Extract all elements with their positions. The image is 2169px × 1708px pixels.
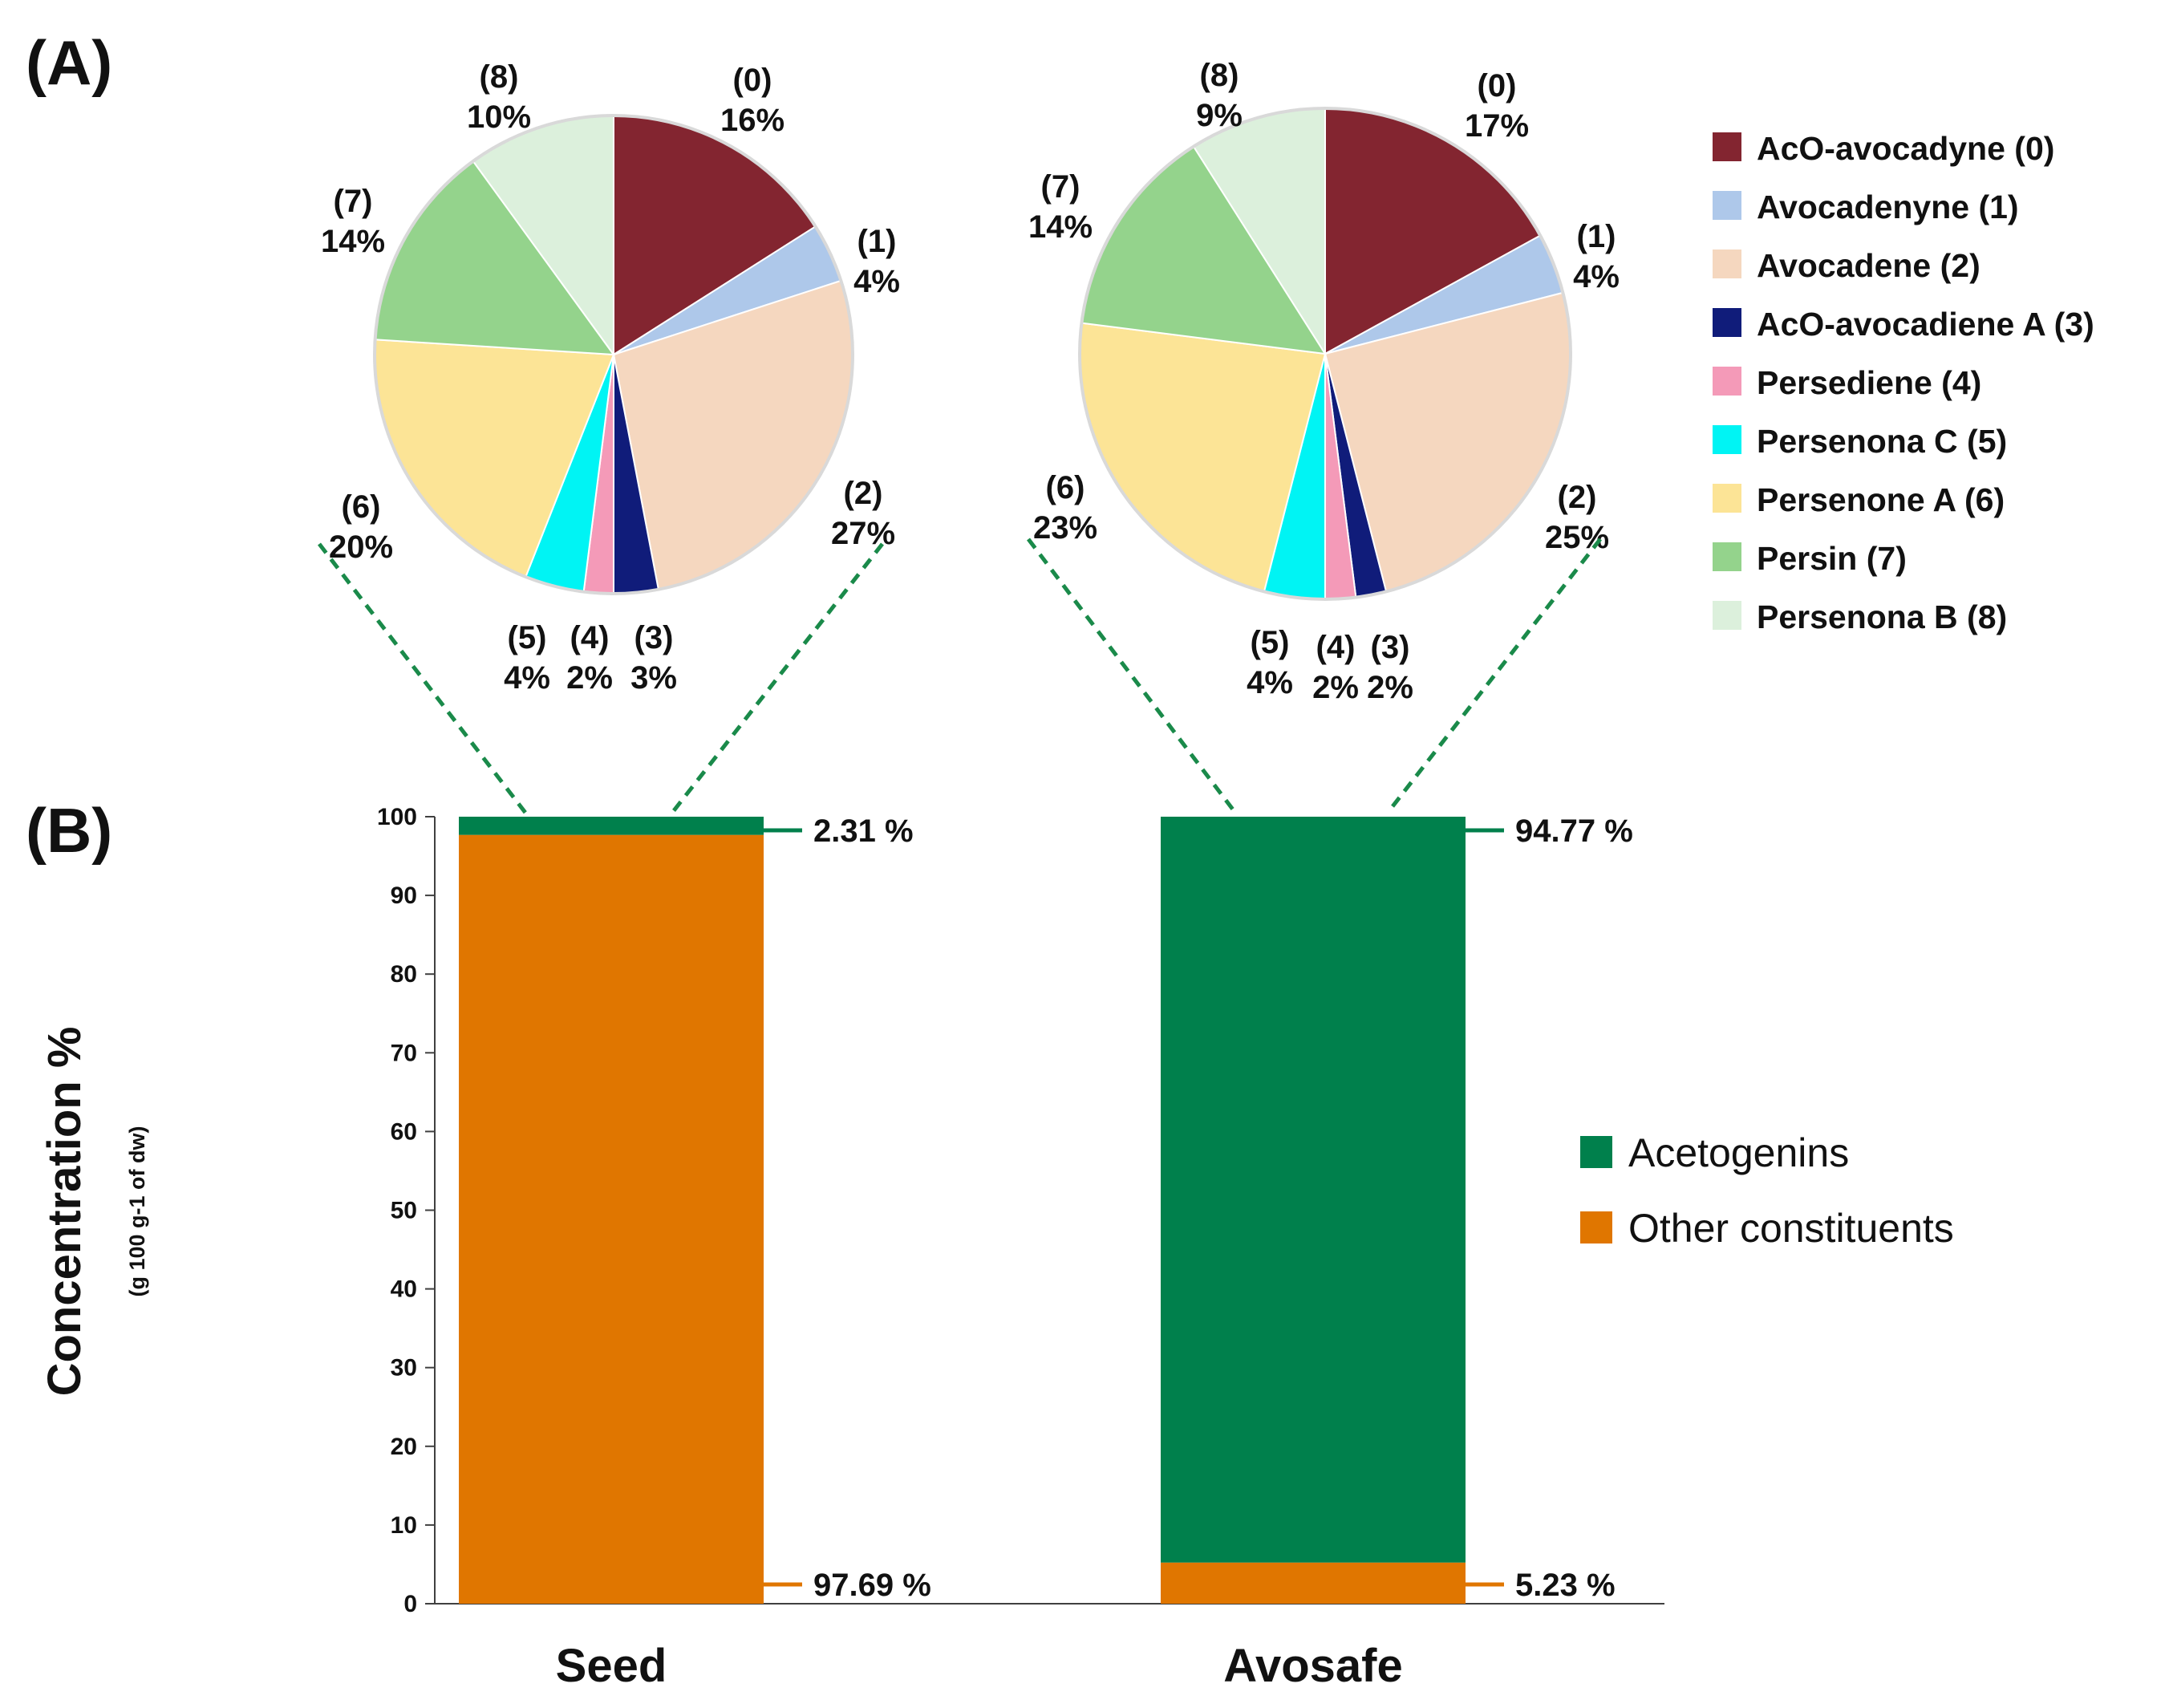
pie-chart-seed: (0) 16% (1) 4% (2) 27% (3) 3% (4) 2% (5) 4% (6) 20% (7… — [321, 59, 900, 696]
annotation-label-avosafe-1: 94.77 % — [1515, 813, 1633, 849]
connector-line-0 — [318, 542, 527, 814]
connector-line-1 — [671, 542, 884, 814]
pie-seed-label-index-1: (1) — [857, 224, 897, 259]
pie-chart-avosafe: (0) 17% (1) 4% (2) 25% (3) 2% (4) 2% (5) 4% (6) 23% (7… — [1028, 58, 1620, 705]
pie-seed-label-index-5: (5) — [508, 620, 547, 655]
pie-seed-label-pct-2: 27% — [831, 516, 895, 551]
y-tick-label-30: 30 — [391, 1355, 417, 1381]
pie-legend: AcO-avocadyne (0) Avocadenyne (1) Avocaden… — [1713, 130, 2094, 635]
y-tick-label-50: 50 — [391, 1198, 417, 1224]
pie-seed-label-pct-0: 16% — [720, 103, 784, 138]
pie-seed-outline — [373, 114, 854, 595]
pie-seed-label-pct-8: 10% — [467, 99, 531, 135]
pie-avosafe-label-pct-8: 9% — [1196, 98, 1243, 133]
bar-series — [459, 817, 1466, 1604]
annotation-label-seed-0: 97.69 % — [813, 1568, 931, 1603]
pie-legend-swatch-8 — [1713, 601, 1741, 630]
pie-legend-swatch-2 — [1713, 250, 1741, 278]
bar-seed-other-constituents — [459, 834, 764, 1604]
pie-legend-label-1: Avocadenyne (1) — [1757, 189, 2019, 225]
pie-avosafe-label-pct-7: 14% — [1028, 209, 1093, 245]
pie-avosafe-label-index-8: (8) — [1200, 58, 1239, 93]
pie-avosafe-label-index-5: (5) — [1251, 625, 1290, 660]
pie-avosafe-label-index-0: (0) — [1478, 68, 1517, 103]
pie-avosafe-label-index-6: (6) — [1046, 470, 1085, 505]
pie-legend-swatch-0 — [1713, 132, 1741, 161]
pie-legend-label-5: Persenona C (5) — [1757, 423, 2007, 460]
y-tick-label-0: 0 — [403, 1591, 417, 1617]
pie-avosafe-label-pct-0: 17% — [1465, 108, 1529, 144]
y-tick-label-80: 80 — [391, 961, 417, 988]
pie-legend-swatch-7 — [1713, 542, 1741, 571]
pie-avosafe-label-pct-4: 2% — [1312, 670, 1359, 705]
pie-avosafe-outline — [1078, 107, 1572, 601]
pie-seed-label-pct-5: 4% — [504, 660, 550, 696]
bar-legend: Acetogenins Other constituents — [1580, 1130, 1954, 1251]
pie-legend-swatch-1 — [1713, 191, 1741, 220]
bar-avosafe-acetogenins — [1161, 817, 1466, 1563]
y-axis-title: Concentration % (g 100 g-1 of dw) — [39, 1027, 149, 1397]
bar-avosafe-other-constituents — [1161, 1562, 1466, 1604]
bar-annotations: 97.69 % 2.31 % 5.23 % 94.77 % — [764, 813, 1633, 1603]
y-axis-label: Concentration % — [39, 1027, 91, 1397]
pie-avosafe-label-index-1: (1) — [1577, 219, 1616, 254]
y-tick-label-70: 70 — [391, 1040, 417, 1066]
pie-avosafe-label-index-7: (7) — [1041, 169, 1080, 205]
pie-avosafe-label-index-3: (3) — [1371, 630, 1410, 665]
pie-legend-label-7: Persin (7) — [1757, 540, 1907, 577]
pie-avosafe-label-index-4: (4) — [1316, 630, 1356, 665]
pie-seed-label-pct-3: 3% — [630, 660, 677, 696]
pie-legend-label-4: Persediene (4) — [1757, 364, 1981, 401]
pie-avosafe-label-pct-5: 4% — [1247, 665, 1293, 700]
annotation-label-seed-1: 2.31 % — [813, 813, 914, 849]
pie-avosafe-label-index-2: (2) — [1558, 480, 1597, 515]
pie-seed-label-pct-6: 20% — [329, 529, 393, 565]
pie-legend-label-2: Avocadene (2) — [1757, 247, 1980, 284]
annotation-label-avosafe-0: 5.23 % — [1515, 1568, 1616, 1603]
x-category-avosafe: Avosafe — [1223, 1640, 1403, 1692]
pie-seed-label-index-2: (2) — [844, 476, 883, 511]
stacked-bar-chart: 0 10 20 30 40 50 60 70 80 90 100 97.69 % 2.31 % 5.23… — [39, 804, 1954, 1692]
pie-legend-swatch-6 — [1713, 484, 1741, 513]
panel-label-b: (B) — [26, 795, 112, 866]
pie-seed-label-index-7: (7) — [334, 184, 373, 219]
bar-legend-label-0: Acetogenins — [1628, 1130, 1849, 1175]
y-tick-label-40: 40 — [391, 1276, 417, 1303]
pie-avosafe-label-pct-6: 23% — [1033, 510, 1097, 546]
pie-legend-label-0: AcO-avocadyne (0) — [1757, 130, 2054, 167]
y-tick-label-90: 90 — [391, 882, 417, 909]
pie-avosafe-label-pct-2: 25% — [1545, 520, 1609, 555]
pie-avosafe-label-pct-3: 2% — [1367, 670, 1413, 705]
y-tick-label-10: 10 — [391, 1512, 417, 1539]
bar-legend-label-1: Other constituents — [1628, 1206, 1954, 1251]
pie-seed-label-index-6: (6) — [342, 489, 381, 525]
bar-legend-swatch-1 — [1580, 1211, 1612, 1243]
pie-legend-swatch-3 — [1713, 308, 1741, 337]
panel-label-a: (A) — [26, 27, 112, 98]
pie-seed-label-pct-1: 4% — [853, 264, 900, 299]
x-category-seed: Seed — [556, 1640, 667, 1692]
y-tick-label-60: 60 — [391, 1118, 417, 1145]
y-tick-label-100: 100 — [377, 804, 417, 830]
pie-legend-label-6: Persenone A (6) — [1757, 481, 2005, 518]
pie-seed-label-pct-4: 2% — [566, 660, 613, 696]
y-axis-unit-label: (g 100 g-1 of dw) — [125, 1126, 149, 1296]
pie-seed-label-index-4: (4) — [570, 620, 610, 655]
bar-seed-acetogenins — [459, 817, 764, 835]
pie-legend-label-8: Persenona B (8) — [1757, 598, 2007, 635]
pie-seed-label-index-3: (3) — [634, 620, 674, 655]
x-axis-categories: Seed Avosafe — [556, 1640, 1403, 1692]
pie-seed-label-pct-7: 14% — [321, 224, 385, 259]
y-tick-label-20: 20 — [391, 1434, 417, 1460]
bar-legend-swatch-0 — [1580, 1136, 1612, 1168]
pie-avosafe-label-pct-1: 4% — [1573, 259, 1620, 294]
pie-legend-swatch-5 — [1713, 425, 1741, 454]
connector-line-2 — [1027, 538, 1237, 814]
pie-legend-label-3: AcO-avocadiene A (3) — [1757, 306, 2094, 343]
pie-seed-label-index-0: (0) — [733, 63, 772, 98]
pie-legend-swatch-4 — [1713, 367, 1741, 396]
pie-seed-label-index-8: (8) — [480, 59, 519, 95]
